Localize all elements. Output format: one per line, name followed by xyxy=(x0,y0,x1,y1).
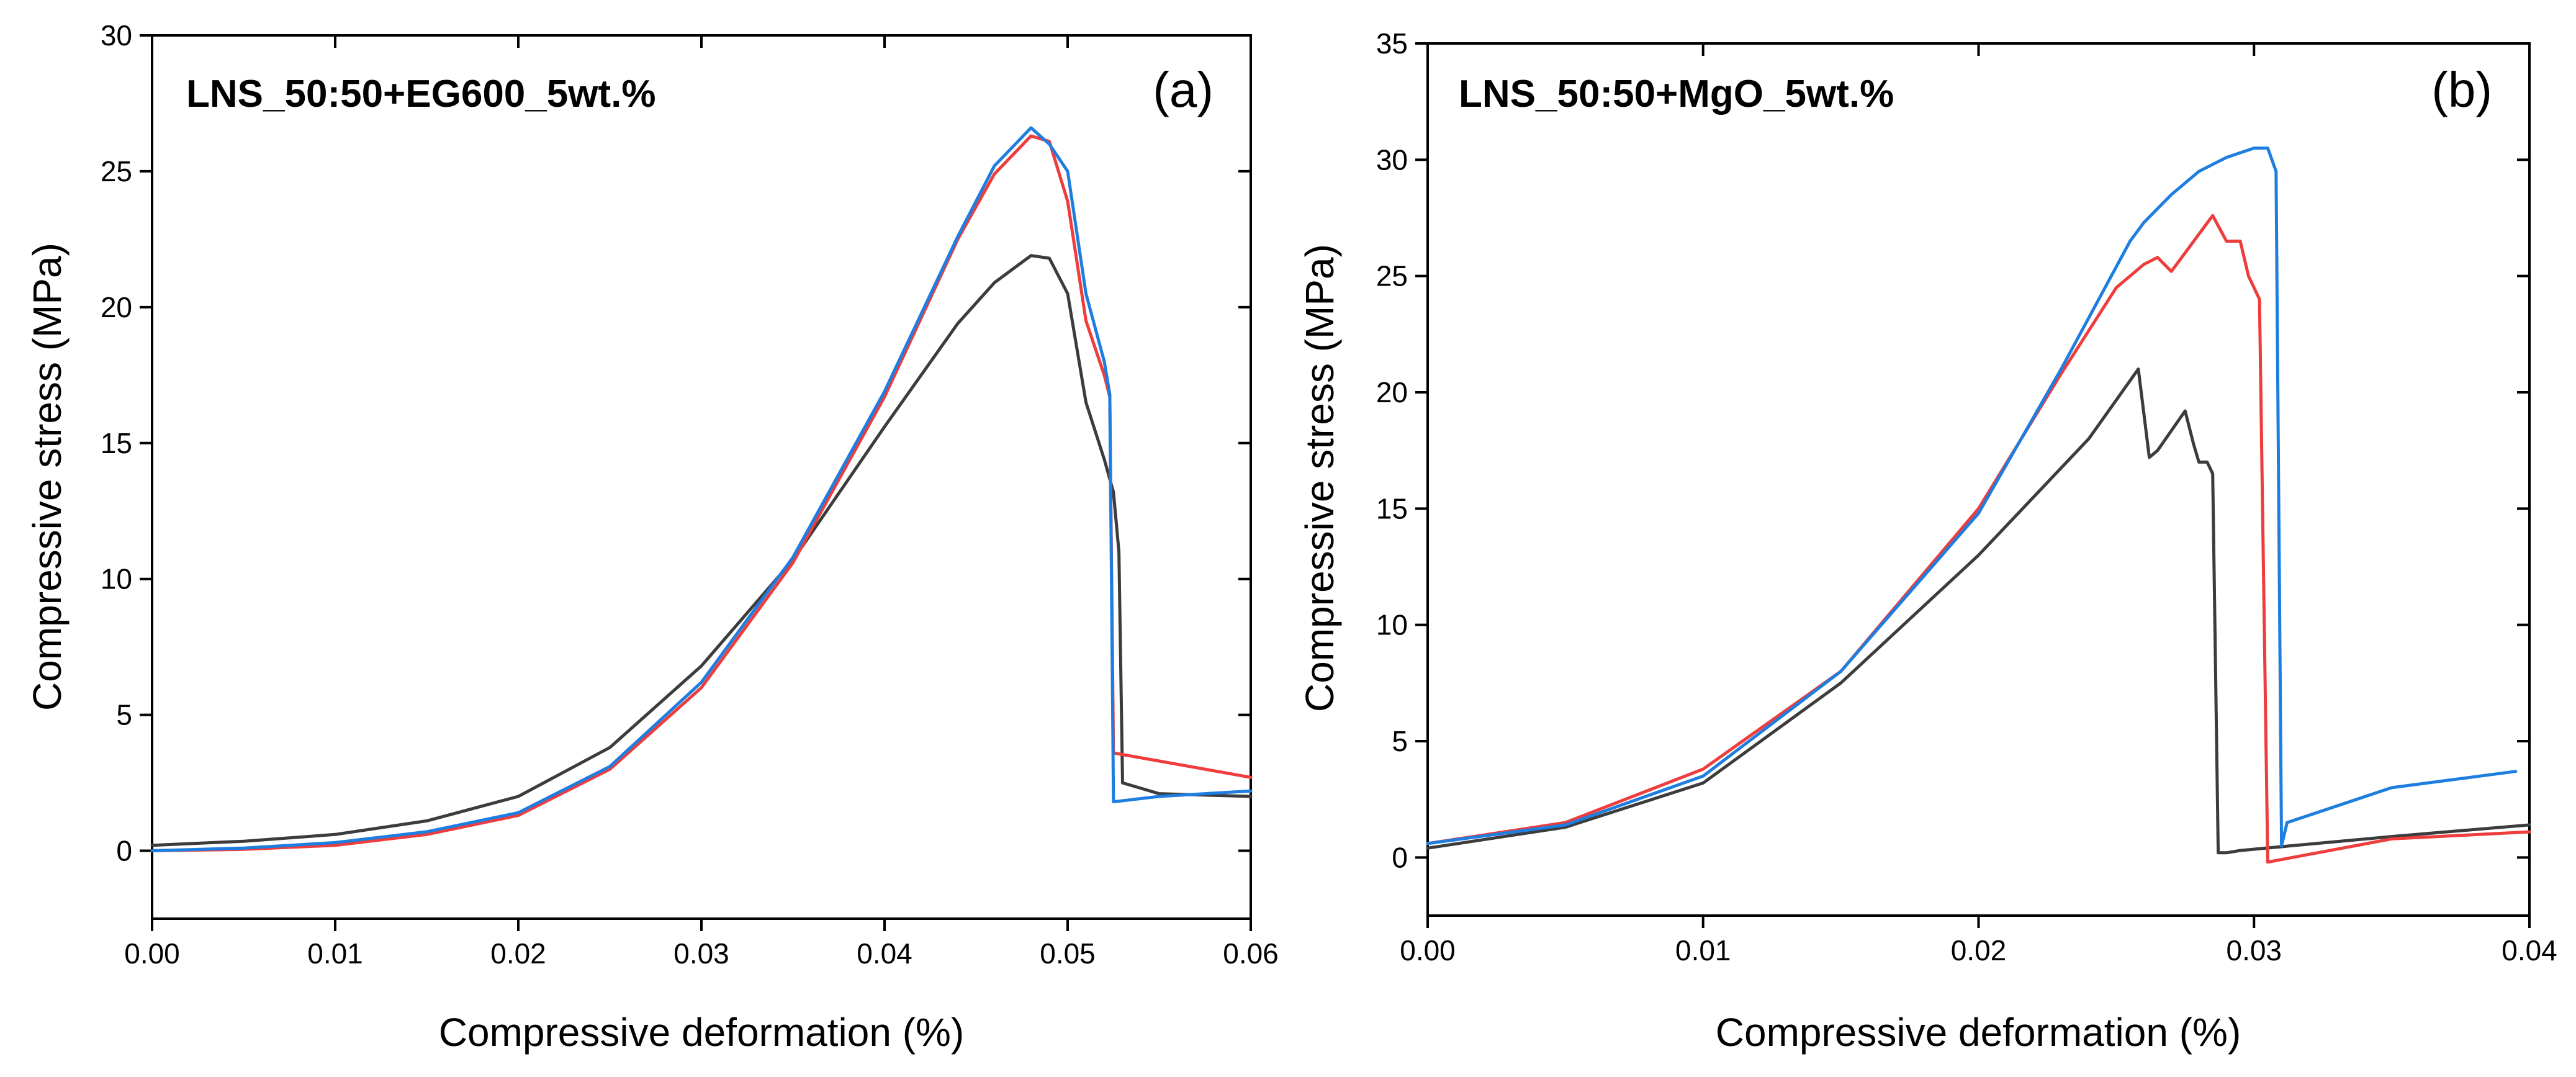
x-tick-label: 0.04 xyxy=(857,937,912,970)
panel-label-a: (a) xyxy=(1153,62,1214,117)
chart-panel-b: 0.00 0.01 0.02 0.03 0.04 0 5 10 15 20 25 30 35 LNS_… xyxy=(1297,27,2557,1055)
series-line-3 xyxy=(150,126,1253,852)
y-tick-label: 5 xyxy=(1392,725,1408,757)
y-tick-label: 15 xyxy=(101,427,132,459)
y-axis-title-b: Compressive stress (MPa) xyxy=(1297,244,1342,712)
y-tick-label: 0 xyxy=(1392,841,1408,873)
series-line-3 xyxy=(1426,146,2518,848)
y-tick-label: 30 xyxy=(101,19,132,52)
y-tick-label: 25 xyxy=(101,155,132,187)
x-tick-label: 0.06 xyxy=(1223,937,1279,970)
x-tick-label: 0.03 xyxy=(2226,934,2282,967)
x-tick-label: 0.02 xyxy=(1951,934,2007,967)
x-axis-title-a: Compressive deformation (%) xyxy=(439,1010,965,1055)
series-line-1 xyxy=(1426,367,2531,855)
y-axis-title-a: Compressive stress (MPa) xyxy=(25,243,70,711)
y-tick-label: 10 xyxy=(1376,609,1408,641)
x-axis-title-b: Compressive deformation (%) xyxy=(1716,1010,2241,1055)
series-group-a xyxy=(150,126,1253,852)
y-tick-label: 20 xyxy=(1376,376,1408,408)
panel-label-b: (b) xyxy=(2431,62,2492,117)
x-ticks-a: 0.00 0.01 0.02 0.03 0.04 0.05 0.06 xyxy=(124,35,1279,970)
x-tick-label: 0.00 xyxy=(124,937,180,970)
y-tick-label: 5 xyxy=(116,699,132,731)
x-tick-label: 0.03 xyxy=(673,937,729,970)
y-tick-label: 10 xyxy=(101,563,132,595)
y-tick-label: 20 xyxy=(101,291,132,323)
series-group-b xyxy=(1426,146,2531,864)
series-line-1 xyxy=(150,254,1253,847)
x-ticks-b: 0.00 0.01 0.02 0.03 0.04 xyxy=(1400,43,2557,967)
y-tick-label: 15 xyxy=(1376,492,1408,525)
x-tick-label: 0.02 xyxy=(490,937,546,970)
y-tick-label: 35 xyxy=(1376,27,1408,60)
y-tick-label: 0 xyxy=(116,835,132,867)
y-tick-label: 25 xyxy=(1376,260,1408,292)
y-ticks-a: 0 5 10 15 20 25 30 xyxy=(101,19,1251,867)
x-tick-label: 0.05 xyxy=(1040,937,1096,970)
chart-title-a: LNS_50:50+EG600_5wt.% xyxy=(186,73,655,115)
x-tick-label: 0.01 xyxy=(1675,934,1731,967)
chart-title-b: LNS_50:50+MgO_5wt.% xyxy=(1459,73,1894,115)
x-tick-label: 0.00 xyxy=(1400,934,1456,967)
chart-panel-a: 0.00 0.01 0.02 0.03 0.04 0.05 0.06 0 5 10 15 20 25 3… xyxy=(25,19,1279,1055)
x-tick-label: 0.01 xyxy=(307,937,363,970)
y-ticks-b: 0 5 10 15 20 25 30 35 xyxy=(1376,27,2529,873)
x-tick-label: 0.04 xyxy=(2502,934,2557,967)
y-tick-label: 30 xyxy=(1376,143,1408,176)
